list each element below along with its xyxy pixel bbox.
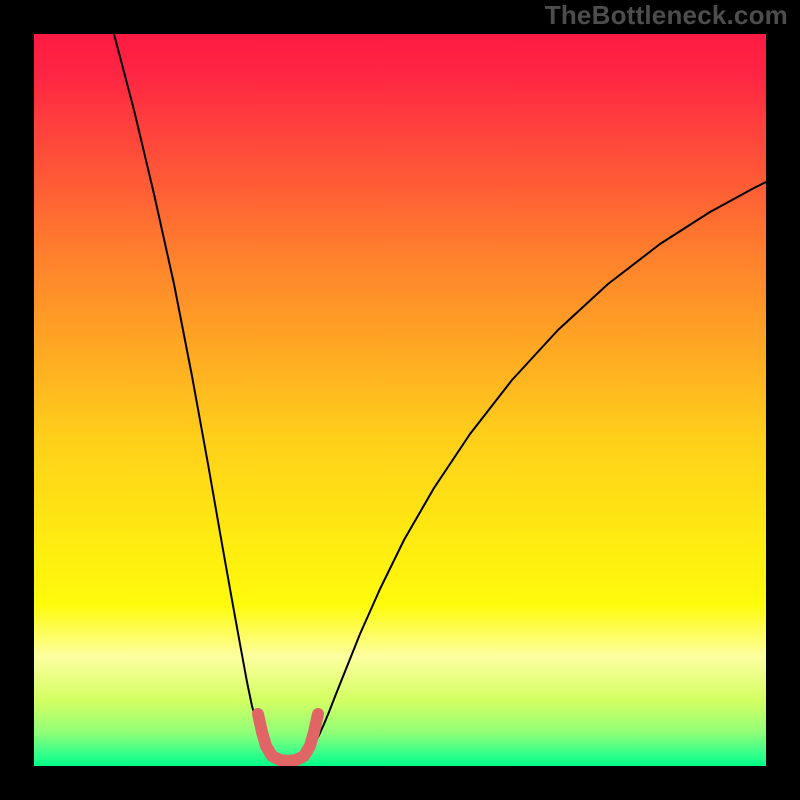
chart-plot-area [34, 34, 766, 766]
chart-svg [34, 34, 766, 766]
watermark-text: TheBottleneck.com [545, 0, 788, 31]
chart-background [34, 34, 766, 766]
